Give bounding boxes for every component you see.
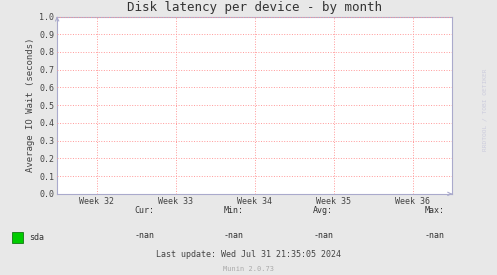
Text: Last update: Wed Jul 31 21:35:05 2024: Last update: Wed Jul 31 21:35:05 2024	[156, 250, 341, 259]
Text: Cur:: Cur:	[134, 206, 154, 215]
Text: sda: sda	[29, 233, 44, 242]
Text: Max:: Max:	[425, 206, 445, 215]
Text: Munin 2.0.73: Munin 2.0.73	[223, 266, 274, 272]
Text: -nan: -nan	[224, 231, 244, 240]
Y-axis label: Average IO Wait (seconds): Average IO Wait (seconds)	[26, 38, 35, 172]
Text: -nan: -nan	[313, 231, 333, 240]
Title: Disk latency per device - by month: Disk latency per device - by month	[127, 1, 382, 14]
Text: -nan: -nan	[425, 231, 445, 240]
Text: RRDTOOL / TOBI OETIKER: RRDTOOL / TOBI OETIKER	[482, 69, 487, 151]
Text: Avg:: Avg:	[313, 206, 333, 215]
Text: -nan: -nan	[134, 231, 154, 240]
Text: Min:: Min:	[224, 206, 244, 215]
